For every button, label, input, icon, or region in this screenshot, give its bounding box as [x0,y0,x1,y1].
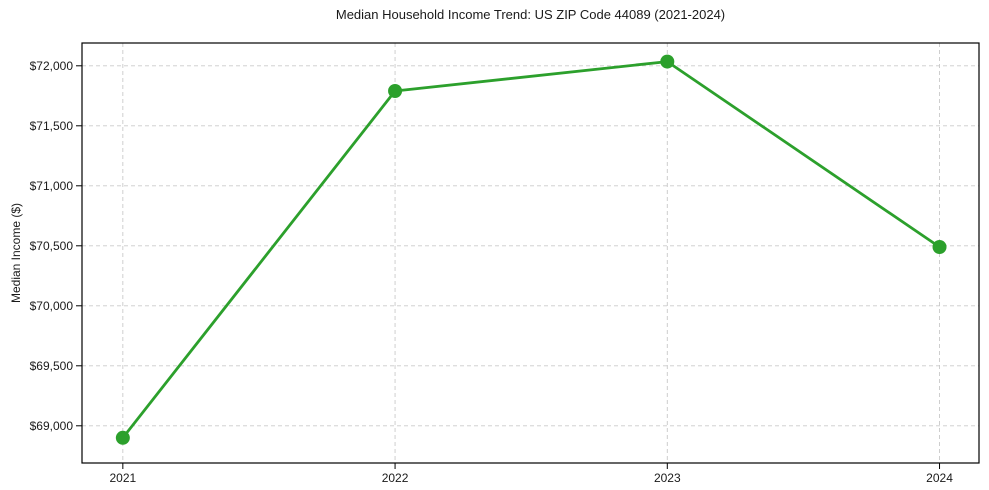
data-point [932,240,947,254]
data-point [660,54,675,69]
plot-border [81,42,980,464]
y-tick-label: $69,500 [30,359,74,373]
trend-line [121,60,941,440]
y-tick-label: $69,000 [30,419,74,433]
x-tick-label: 2021 [109,471,136,485]
y-axis-label: Median Income ($) [9,202,23,304]
y-tick-label: $70,000 [30,299,74,313]
y-tick-label: $72,000 [30,59,74,73]
x-tick-label: 2023 [654,471,681,485]
data-point [115,430,130,445]
chart-title: Median Household Income Trend: US ZIP Co… [335,7,726,22]
y-tick-label: $71,000 [30,179,74,193]
x-tick-label: 2024 [926,471,953,485]
x-tick-label: 2022 [382,471,409,485]
y-tick-label: $70,500 [30,239,74,253]
y-tick-label: $71,500 [30,119,74,133]
data-point [388,84,403,98]
